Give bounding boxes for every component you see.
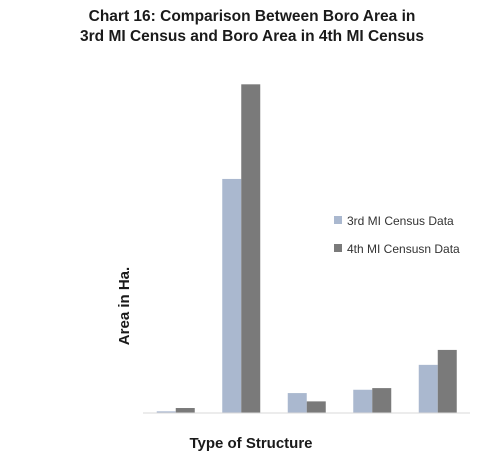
bar-3rd-census-group-3 — [287, 393, 307, 413]
legend-label-4th-mi-census: 4th MI Censusn Data — [347, 242, 460, 256]
plot-area — [156, 84, 457, 413]
chart-title-line-1: Chart 16: Comparison Between Boro Area i… — [89, 8, 416, 25]
bar-4th-census-group-3 — [306, 401, 326, 413]
bar-3rd-census-group-5 — [418, 364, 438, 413]
legend-swatch-3rd-mi-census — [334, 216, 342, 224]
x-axis-title: Type of Structure — [189, 435, 312, 452]
y-axis-title: Area in Ha. — [116, 267, 133, 345]
bar-4th-census-group-5 — [437, 349, 457, 413]
bar-3rd-census-group-1 — [156, 411, 176, 413]
chart-title-line-2: 3rd MI Census and Boro Area in 4th MI Ce… — [80, 28, 424, 45]
bar-4th-census-group-2 — [241, 84, 261, 413]
bar-4th-census-group-4 — [372, 388, 392, 413]
bar-4th-census-group-1 — [175, 408, 195, 413]
legend: 3rd MI Census Data 4th MI Censusn Data — [334, 214, 460, 256]
legend-swatch-4th-mi-census — [334, 244, 342, 252]
bar-3rd-census-group-2 — [222, 178, 242, 413]
bar-3rd-census-group-4 — [353, 389, 373, 413]
legend-label-3rd-mi-census: 3rd MI Census Data — [347, 214, 454, 228]
